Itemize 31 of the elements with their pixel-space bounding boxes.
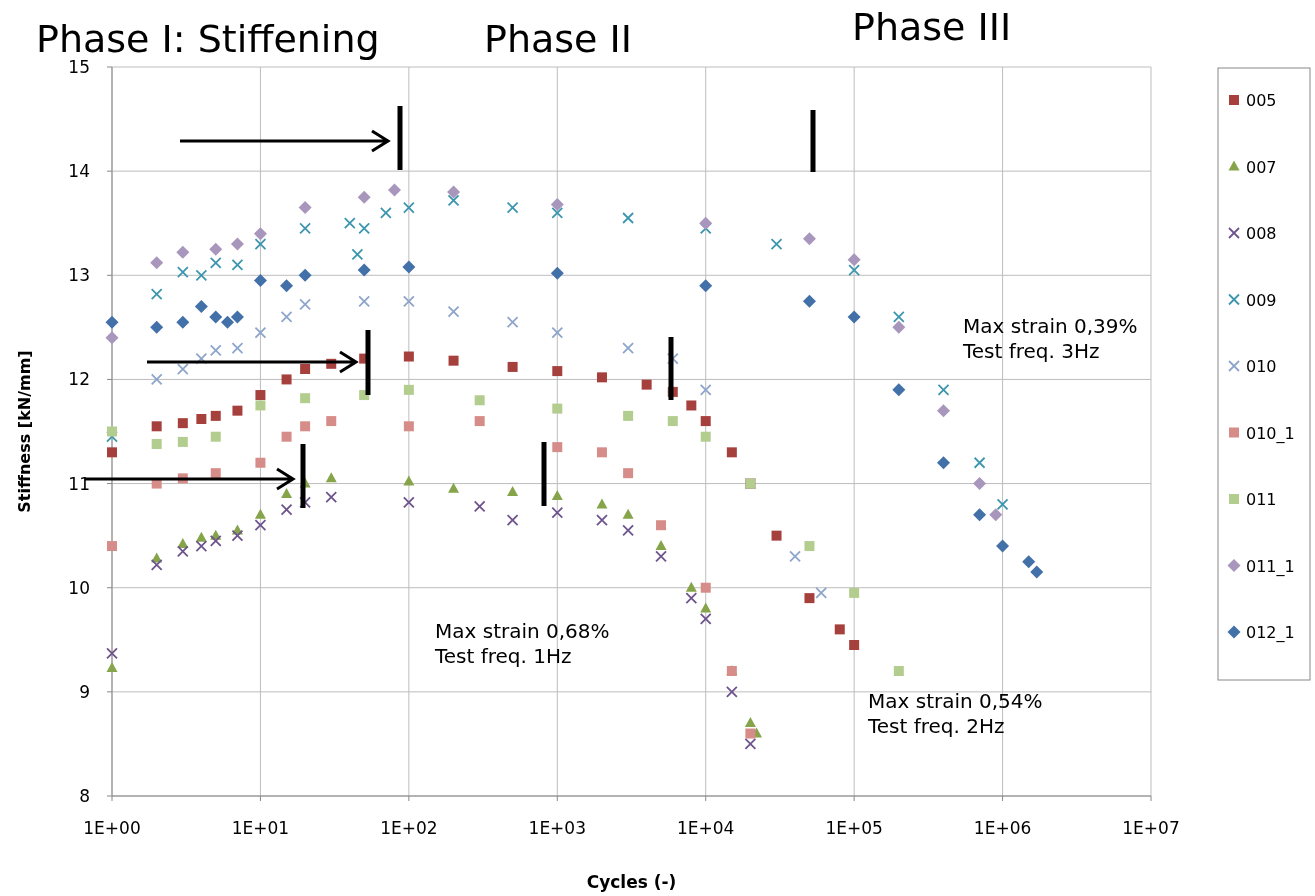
y-tick-label: 9 <box>79 681 90 702</box>
y-tick-label: 10 <box>68 577 90 598</box>
legend-label: 007 <box>1246 157 1277 177</box>
legend-label: 010 <box>1246 357 1277 376</box>
x-axis-title: Cycles (-) <box>586 872 677 892</box>
text: Phase III <box>852 5 1012 49</box>
legend-label: 012_1 <box>1246 623 1295 643</box>
legend-label: 008 <box>1246 224 1277 243</box>
x-tick-label: 1E+06 <box>973 818 1032 838</box>
y-tick-label: 12 <box>68 369 90 390</box>
x-tick-label: 1E+00 <box>83 818 141 838</box>
y-axis-title: Stiffness [kN/mm] <box>15 350 34 513</box>
legend-label: 010_1 <box>1246 423 1295 444</box>
x-tick-label: 1E+03 <box>528 818 586 838</box>
legend-label: 009 <box>1246 290 1277 310</box>
text: Phase II <box>484 17 632 61</box>
x-tick-label: 1E+04 <box>677 818 735 838</box>
legend-label: 011_1 <box>1246 556 1295 577</box>
x-tick-label: 1E+07 <box>1122 818 1180 838</box>
x-tick-label: 1E+05 <box>825 818 883 838</box>
annotation: Max strain 0,54% Test freq. 2Hz <box>867 689 1043 738</box>
y-tick-label: 13 <box>68 265 90 286</box>
y-tick-label: 14 <box>68 161 90 182</box>
x-tick-label: 1E+01 <box>231 818 290 838</box>
y-tick-label: 11 <box>68 473 90 494</box>
annotation: Max strain 0,39% Test freq. 3Hz <box>962 314 1138 363</box>
legend-label: 005 <box>1246 91 1277 110</box>
x-tick-label: 1E+02 <box>380 818 438 838</box>
legend-label: 011 <box>1246 490 1277 509</box>
y-tick-label: 8 <box>79 786 90 806</box>
annotation: Max strain 0,68% Test freq. 1Hz <box>434 619 610 668</box>
